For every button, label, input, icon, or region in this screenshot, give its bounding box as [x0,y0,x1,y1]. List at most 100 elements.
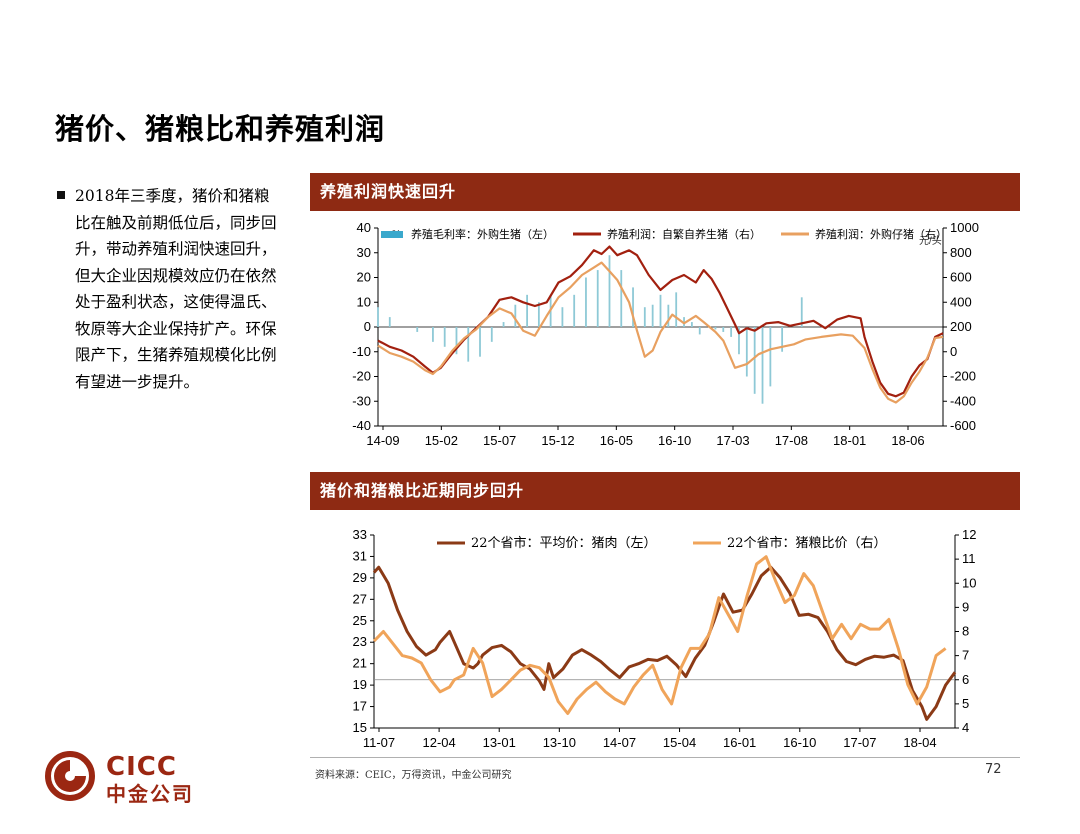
x-tick-label: 11-07 [363,735,395,750]
x-tick-label: 13-10 [543,735,576,750]
x-tick-label: 13-01 [483,735,516,750]
right-tick-label: 7 [962,648,969,663]
bar [745,327,748,377]
bar [377,307,379,327]
bar [608,255,611,327]
bar [675,292,678,327]
bar [502,322,505,327]
right-tick-label: 0 [950,344,957,359]
bullet-point: 2018年三季度，猪价和猪粮比在触及前期低位后，同步回升，带动养殖利润快速回升，… [57,183,279,395]
right-tick-label: 400 [950,294,972,309]
left-tick-label: 10 [357,294,371,309]
right-tick-label: -200 [950,369,976,384]
bar [526,294,528,327]
series-line-0 [372,565,957,721]
legend-label: 22个省市：平均价：猪肉（左） [471,535,657,551]
left-tick-label: 40 [357,220,371,235]
source-divider [310,757,1020,758]
bar [432,327,434,342]
x-tick-label: 14-09 [366,433,399,448]
bar [455,327,458,355]
left-tick-label: -30 [352,393,371,408]
x-tick-label: 16-05 [600,433,633,448]
x-tick-label: 17-07 [843,735,876,750]
left-tick-label: -20 [352,369,371,384]
legend-swatch [381,231,403,238]
bar [667,304,670,327]
page-title: 猪价、猪粮比和养殖利润 [55,112,386,146]
chart1-title-bar: 养殖利润快速回升 [310,173,1020,211]
x-tick-label: 16-10 [783,735,816,750]
bar [769,327,772,387]
left-tick-label: 29 [353,570,367,585]
bar [781,327,784,352]
logo-cicc-text: CICC [106,752,177,782]
right-tick-label: 200 [950,319,972,334]
bar [730,327,733,337]
left-tick-label: 33 [353,527,367,542]
left-tick-label: 20 [357,270,371,285]
legend-label: 养殖毛利率：外购生猪（左） [411,227,554,241]
right-tick-label: 9 [962,599,969,614]
bar [632,287,634,327]
left-tick-label: 19 [353,677,367,692]
right-tick-label: -400 [950,393,976,408]
series-line-2 [377,261,944,404]
bar [659,294,662,327]
bar [443,327,446,347]
left-tick-label: 25 [353,613,367,628]
x-tick-label: 18-04 [903,735,936,750]
bar [479,327,481,357]
bar [573,294,576,327]
right-tick-label: 600 [950,270,972,285]
right-tick-label: -600 [950,418,976,433]
x-tick-label: 14-07 [603,735,636,750]
bar [467,327,470,362]
bar [388,317,391,327]
x-tick-label: 17-03 [716,433,749,448]
bar [620,270,623,327]
left-tick-label: 0 [364,319,371,334]
right-tick-label: 4 [962,720,969,735]
right-tick-label: 11 [962,551,976,566]
x-tick-label: 15-02 [425,433,458,448]
x-tick-label: 15-12 [541,433,574,448]
left-tick-label: -10 [352,344,371,359]
legend-label: 22个省市：猪粮比价（右） [727,535,887,551]
left-tick-label: -40 [352,418,371,433]
bar [490,327,493,342]
bullet-square-icon [57,191,65,199]
source-note: 资料来源：CEIC，万得资讯，中金公司研究 [315,770,512,781]
x-tick-label: 15-04 [663,735,696,750]
left-tick-label: 23 [353,634,367,649]
x-tick-label: 12-04 [422,735,455,750]
series-line-1 [372,555,947,715]
bar [753,327,756,394]
bullet-text: 2018年三季度，猪价和猪粮比在触及前期低位后，同步回升，带动养殖利润快速回升，… [75,187,277,391]
bar [585,277,587,327]
bar [651,304,654,327]
right-unit-label: 元/头 [919,235,942,247]
bar [643,307,646,327]
legend-label: 养殖利润：自繁自养生猪（右） [607,227,761,241]
page-number: 72 [985,762,1002,777]
bar [698,327,701,335]
bar [722,327,725,332]
bar [761,327,764,404]
right-tick-label: 8 [962,624,969,639]
right-tick-label: 800 [950,245,972,260]
bar [416,327,419,332]
bar [800,297,803,327]
bar [714,327,717,330]
x-tick-label: 18-01 [833,433,866,448]
right-tick-label: 1000 [950,220,979,235]
bar [537,302,540,327]
left-tick-label: 27 [353,591,367,606]
left-tick-label: 15 [353,720,367,735]
x-tick-label: 17-08 [775,433,808,448]
logo-cn-text: 中金公司 [106,782,194,806]
left-tick-label: 31 [353,548,367,563]
chart2-title-bar: 猪价和猪粮比近期同步回升 [310,472,1020,510]
